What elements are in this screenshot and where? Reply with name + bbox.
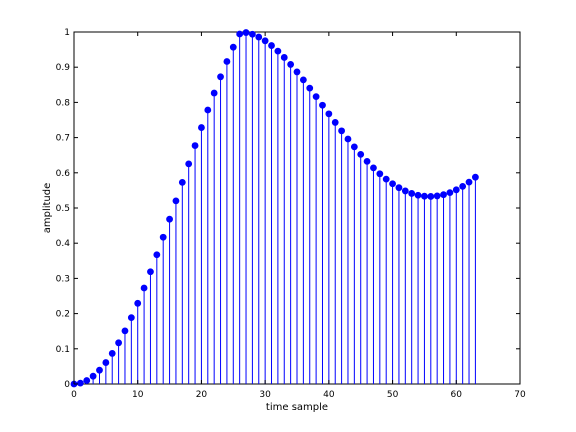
stem-marker xyxy=(134,299,142,307)
stem-marker xyxy=(446,189,454,197)
stem-marker xyxy=(414,191,422,199)
x-tick-label: 70 xyxy=(514,390,526,400)
stem-marker xyxy=(440,191,447,199)
stem-marker xyxy=(102,359,110,366)
stem-marker xyxy=(96,366,103,374)
stem-marker xyxy=(76,379,84,387)
stem-marker xyxy=(312,93,320,100)
stem-marker xyxy=(325,110,333,118)
stem-marker xyxy=(274,47,282,55)
stem-marker xyxy=(363,157,371,165)
stem-marker xyxy=(357,150,365,158)
stem-marker xyxy=(172,197,180,205)
stem-marker xyxy=(166,215,173,223)
stem-marker xyxy=(319,101,326,109)
y-tick-label: 1 xyxy=(64,28,70,38)
stem-marker xyxy=(293,68,301,76)
y-tick-label: 0.5 xyxy=(56,204,70,214)
stem-marker xyxy=(217,73,224,81)
stem-marker xyxy=(83,377,91,384)
y-tick-label: 0 xyxy=(64,380,70,390)
stem-marker xyxy=(465,178,473,186)
stem-marker xyxy=(338,127,346,135)
y-tick-label: 0.6 xyxy=(56,169,71,179)
stem-marker xyxy=(229,43,237,51)
x-tick-label: 0 xyxy=(71,390,77,400)
stem-marker xyxy=(204,106,212,114)
stem-marker xyxy=(452,186,460,194)
x-tick-label: 50 xyxy=(387,390,399,400)
stem-marker xyxy=(115,339,122,347)
stem-marker xyxy=(121,327,129,335)
stem-marker xyxy=(389,180,396,188)
stem-marker xyxy=(127,314,135,322)
y-tick-label: 0.9 xyxy=(56,63,71,73)
stem-marker xyxy=(376,170,384,178)
stem-marker xyxy=(147,268,154,276)
stem-marker xyxy=(242,29,250,36)
y-axis-ticks: 0 0.1 0.2 0.3 0.4 0.5 0.6 0.7 0.8 0.9 1 xyxy=(56,28,520,390)
x-tick-label: 30 xyxy=(259,390,271,400)
stem-marker xyxy=(421,192,428,200)
stem-marker xyxy=(198,124,205,131)
stem-marker xyxy=(306,84,314,92)
stem-marker xyxy=(236,30,244,38)
stem-marker xyxy=(382,175,390,183)
marker-series xyxy=(70,29,479,388)
stem-marker xyxy=(108,350,116,357)
stem-marker xyxy=(280,54,288,61)
stem-marker xyxy=(331,119,339,126)
stem-marker xyxy=(401,187,409,195)
y-tick-label: 0.2 xyxy=(56,310,70,320)
x-axis-ticks: 0 10 20 30 40 50 60 70 xyxy=(71,32,526,400)
stem-marker xyxy=(185,160,193,168)
stem-marker xyxy=(153,251,161,259)
stem-marker xyxy=(370,164,377,172)
stem-marker xyxy=(159,233,167,241)
x-tick-label: 20 xyxy=(196,390,208,400)
stem-marker xyxy=(191,142,199,149)
stem-marker xyxy=(471,173,479,181)
y-tick-label: 0.1 xyxy=(56,345,70,355)
stem-marker xyxy=(299,76,307,84)
x-tick-label: 40 xyxy=(323,390,335,400)
stem-marker xyxy=(268,42,275,49)
stem-marker xyxy=(210,89,218,97)
stem-marker xyxy=(248,30,256,38)
x-axis-label: time sample xyxy=(266,402,328,413)
stem-marker xyxy=(89,372,97,380)
stem-marker xyxy=(261,37,269,45)
y-tick-label: 0.8 xyxy=(56,98,71,108)
y-tick-label: 0.7 xyxy=(56,134,70,144)
y-tick-label: 0.3 xyxy=(56,274,70,284)
y-axis-label: amplitude xyxy=(42,183,53,234)
stem-series xyxy=(79,32,476,384)
stem-marker xyxy=(350,143,358,151)
stem-marker xyxy=(140,284,148,292)
stem-marker xyxy=(459,182,467,190)
stem-marker xyxy=(427,193,435,200)
stem-marker xyxy=(178,178,186,186)
x-tick-label: 60 xyxy=(451,390,463,400)
stem-marker xyxy=(395,184,403,192)
stem-marker xyxy=(433,192,441,200)
stem-marker xyxy=(344,135,352,143)
x-tick-label: 10 xyxy=(132,390,144,400)
stem-marker xyxy=(287,61,295,68)
stem-marker xyxy=(408,190,416,197)
stem-marker xyxy=(223,58,231,65)
y-tick-label: 0.4 xyxy=(56,239,71,249)
stem-marker xyxy=(255,33,263,41)
